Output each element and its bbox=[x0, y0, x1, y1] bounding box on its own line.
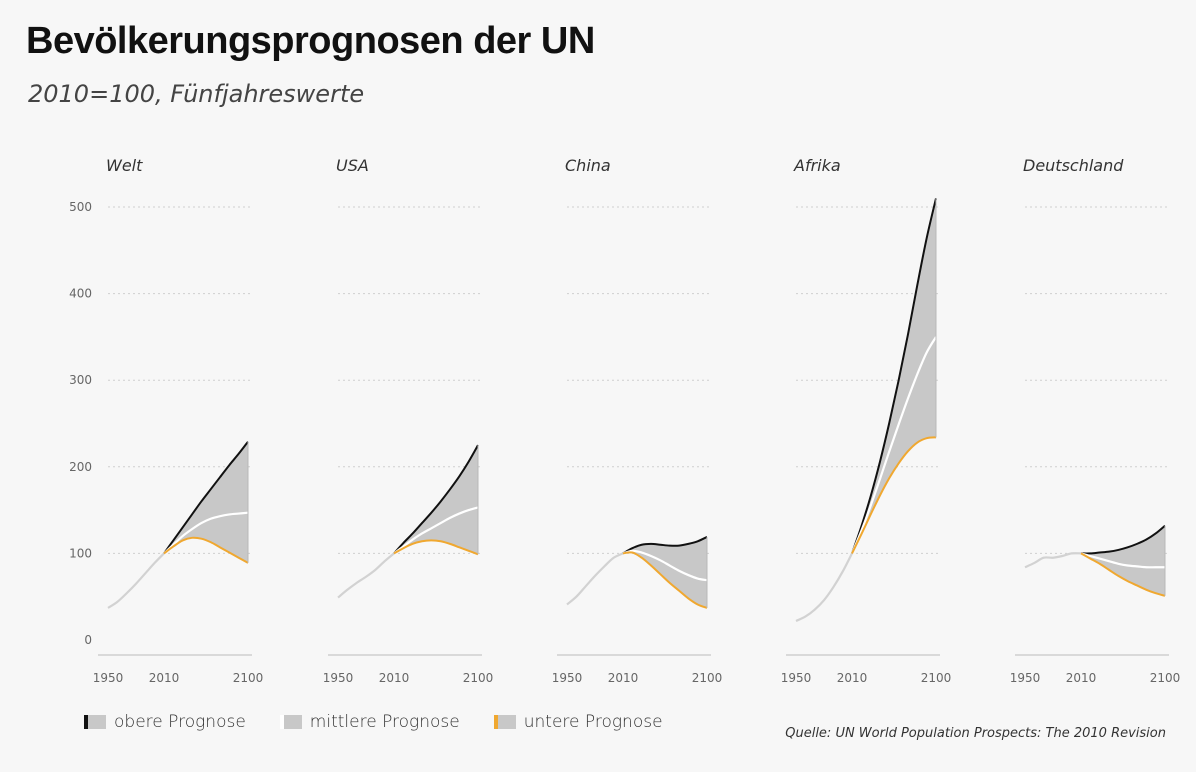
x-tick-label: 2010 bbox=[1066, 671, 1097, 685]
y-tick-label: 400 bbox=[69, 287, 92, 301]
series-history bbox=[566, 552, 624, 606]
panel-usa: USA 1950 2010 2100 bbox=[323, 156, 494, 685]
series-lower bbox=[622, 551, 708, 609]
x-tick-label: 2100 bbox=[463, 671, 494, 685]
x-tick-label: 2010 bbox=[149, 671, 180, 685]
panel-afrika: Afrika 1950 2010 2100 bbox=[781, 156, 952, 685]
series-history bbox=[107, 552, 165, 609]
legend-item-lower: untere Prognose bbox=[493, 712, 663, 732]
source-note: Quelle: UN World Population Prospects: T… bbox=[785, 726, 1166, 741]
series-history bbox=[337, 552, 395, 599]
projection-band bbox=[623, 536, 707, 608]
x-tick-label: 1950 bbox=[93, 671, 124, 685]
x-tick-label: 1950 bbox=[323, 671, 354, 685]
panel-title: Welt bbox=[106, 156, 143, 175]
projection-band bbox=[1081, 525, 1165, 596]
y-tick-label: 500 bbox=[69, 200, 92, 214]
projection-band bbox=[164, 441, 248, 563]
panel-title: USA bbox=[336, 156, 369, 175]
projection-band bbox=[852, 198, 936, 554]
series-lower bbox=[393, 539, 479, 556]
legend-swatch-upper bbox=[84, 715, 106, 729]
x-tick-label: 1950 bbox=[781, 671, 812, 685]
legend-swatch-lower bbox=[493, 715, 516, 729]
panel-deutschland: Deutschland 1950 2010 2100 bbox=[1010, 156, 1181, 685]
legend-swatch-upper-edge bbox=[84, 715, 88, 729]
series-lower bbox=[1080, 552, 1166, 597]
legend-item-upper: obere Prognose bbox=[84, 712, 246, 732]
series-middle bbox=[393, 506, 479, 555]
legend: obere Prognose mittlere Prognose untere … bbox=[84, 712, 663, 732]
x-tick-label: 2100 bbox=[692, 671, 723, 685]
legend-item-middle: mittlere Prognose bbox=[279, 712, 460, 732]
legend-swatch-middle bbox=[279, 715, 302, 729]
x-tick-label: 2100 bbox=[1150, 671, 1181, 685]
series-upper bbox=[851, 198, 937, 554]
series-upper bbox=[1080, 524, 1166, 555]
y-tick-label: 200 bbox=[69, 460, 92, 474]
panel-title: China bbox=[565, 156, 611, 175]
series-middle bbox=[622, 549, 708, 582]
x-tick-label: 2010 bbox=[608, 671, 639, 685]
series-history bbox=[795, 552, 853, 622]
series-upper bbox=[393, 444, 479, 555]
x-tick-label: 2010 bbox=[837, 671, 868, 685]
series-middle bbox=[1080, 552, 1165, 569]
series-history bbox=[1024, 552, 1082, 569]
legend-swatch-middle-edge bbox=[279, 715, 284, 729]
panel-welt: Welt 1950 2010 2100 bbox=[93, 156, 264, 685]
panel-title: Afrika bbox=[793, 156, 841, 175]
x-tick-label: 1950 bbox=[1010, 671, 1041, 685]
series-upper bbox=[163, 441, 249, 554]
legend-label-upper: obere Prognose bbox=[114, 712, 246, 732]
legend-swatch-lower-edge bbox=[493, 715, 498, 729]
chart-title: Bevölkerungsprognosen der UN bbox=[26, 20, 595, 62]
y-tick-label: 0 bbox=[84, 633, 92, 647]
series-middle bbox=[850, 336, 937, 554]
x-tick-label: 2100 bbox=[233, 671, 264, 685]
x-tick-label: 1950 bbox=[552, 671, 583, 685]
panel-china: China 1950 2010 2100 bbox=[552, 156, 723, 685]
legend-label-middle: mittlere Prognose bbox=[309, 712, 460, 732]
y-tick-label: 100 bbox=[69, 546, 92, 560]
x-tick-label: 2100 bbox=[921, 671, 952, 685]
series-lower bbox=[851, 436, 937, 554]
series-upper bbox=[622, 536, 708, 555]
legend-label-lower: untere Prognose bbox=[523, 712, 663, 732]
projection-band bbox=[394, 445, 478, 555]
series-lower bbox=[163, 536, 249, 564]
x-tick-label: 2010 bbox=[379, 671, 410, 685]
chart-subtitle: 2010=100, Fünfjahreswerte bbox=[28, 80, 365, 108]
series-middle bbox=[163, 511, 249, 555]
panel-title: Deutschland bbox=[1023, 156, 1124, 175]
y-tick-label: 300 bbox=[69, 373, 92, 387]
